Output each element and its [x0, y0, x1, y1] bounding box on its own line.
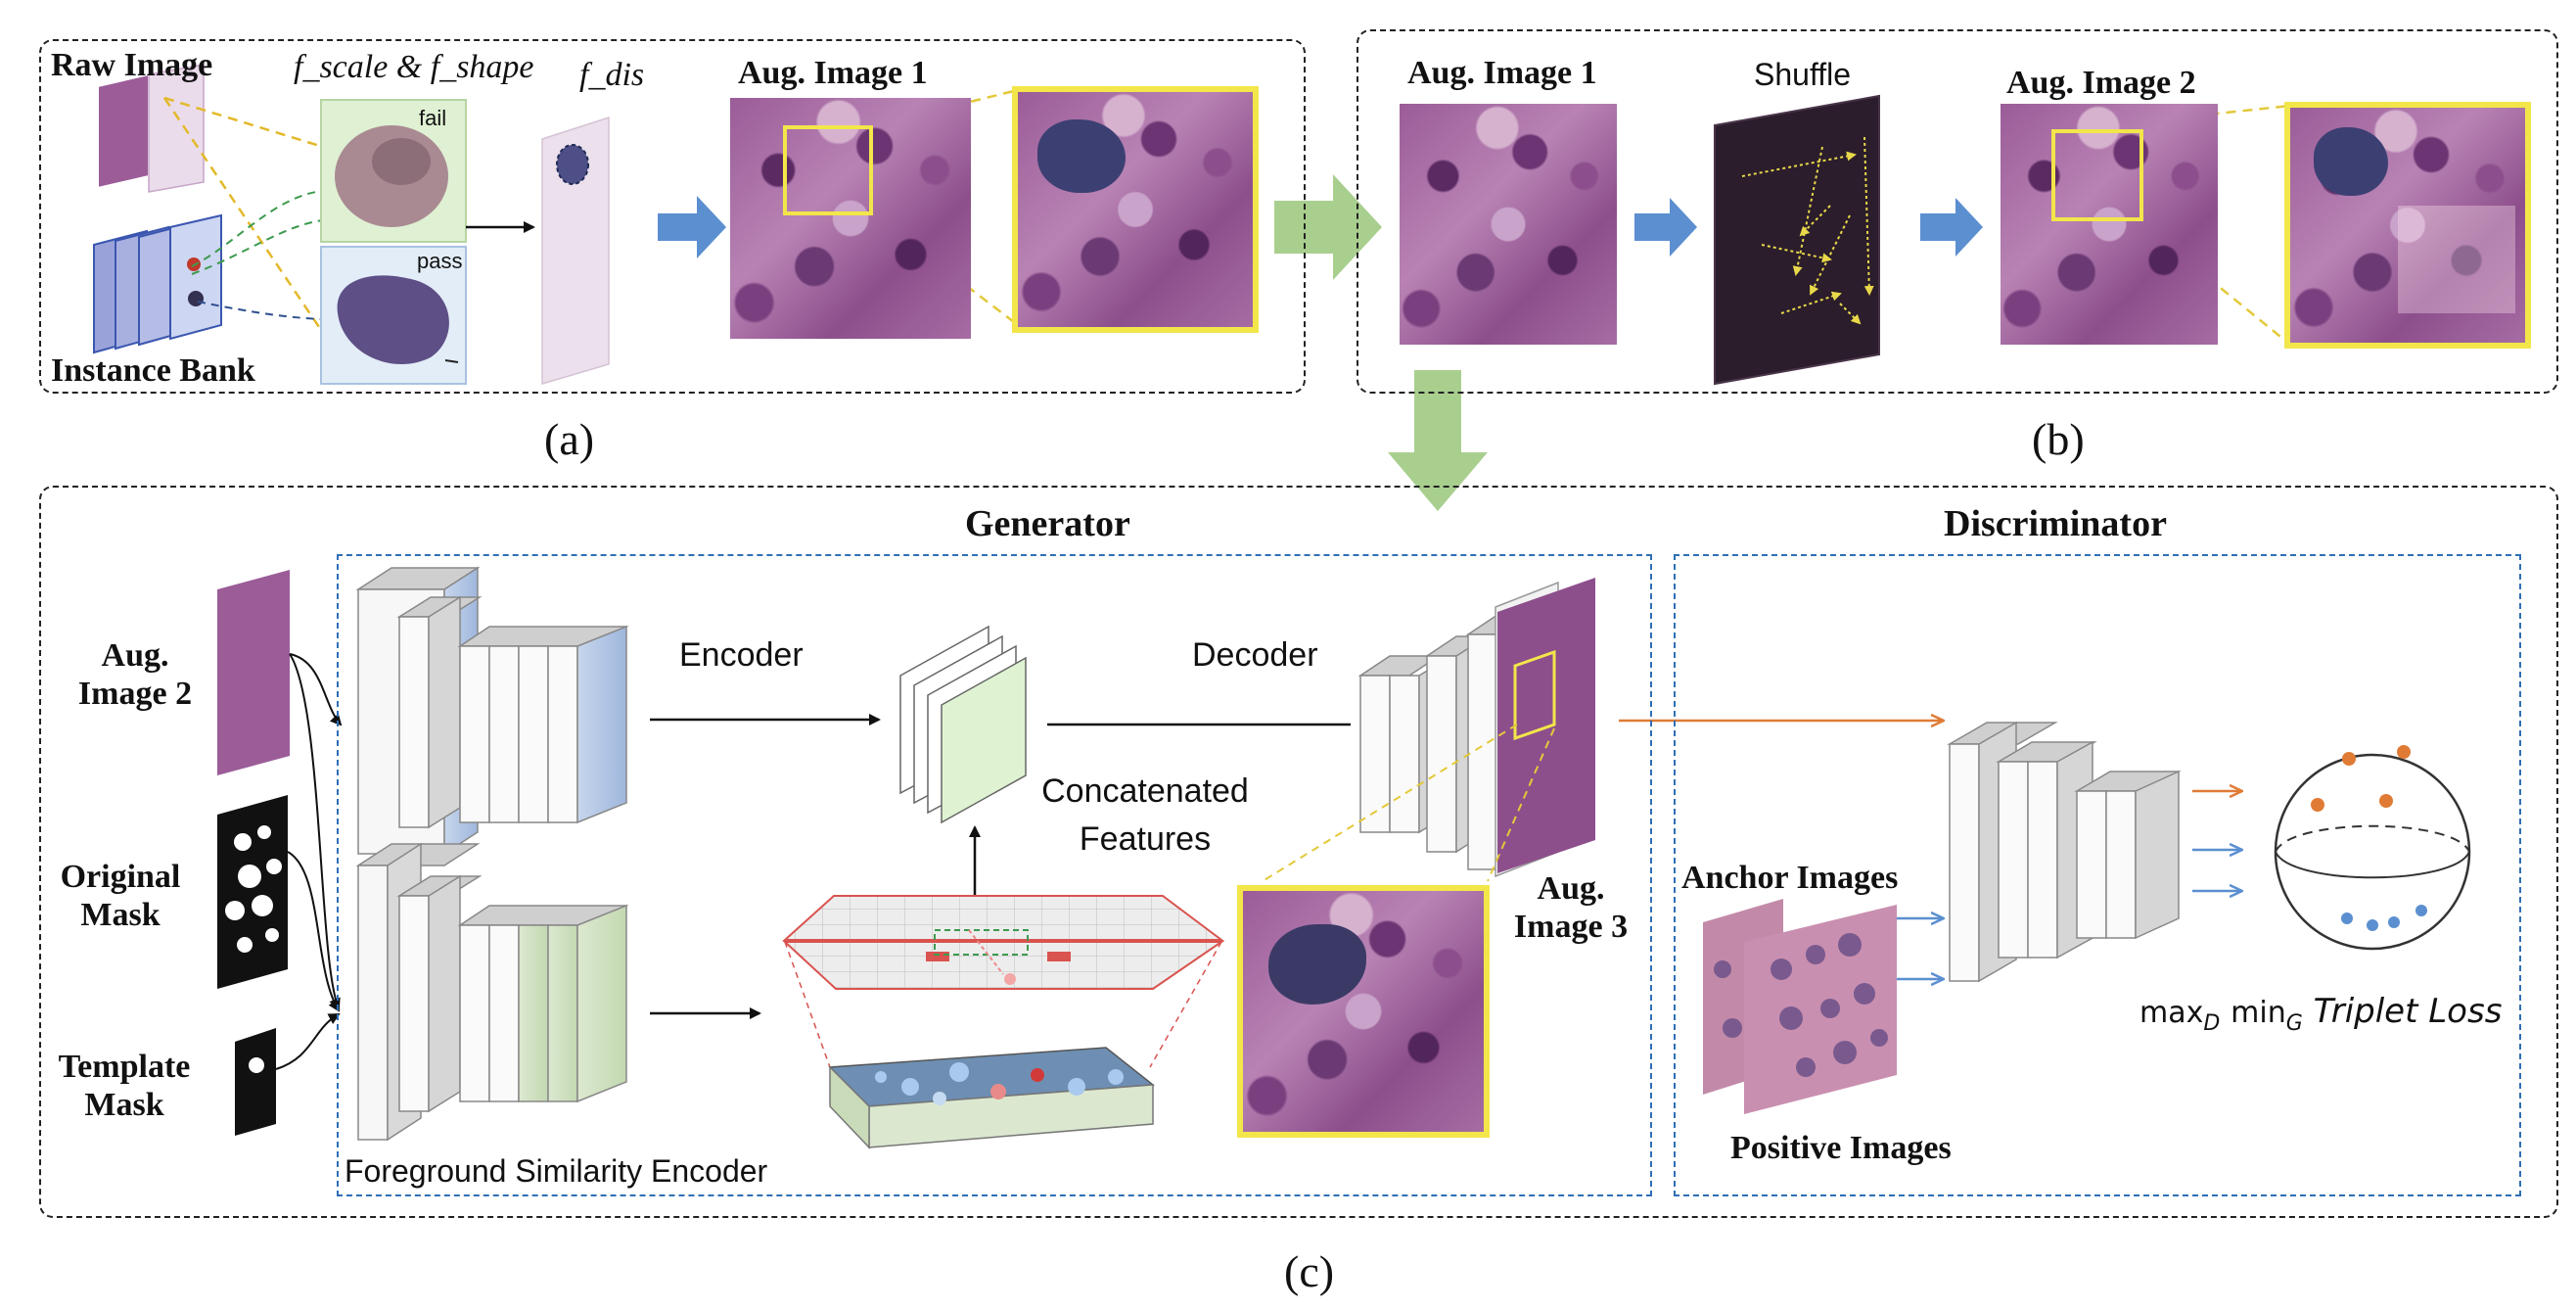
green-arrow-ab [1274, 174, 1382, 280]
caption-b: (b) [2032, 414, 2085, 464]
aug-image-1-label-a: Aug. Image 1 [738, 55, 928, 91]
input-original-mask [217, 795, 288, 989]
original-mask-label-text: Original Mask [60, 859, 181, 934]
loss-label: maxD minG Triplet Loss [2139, 995, 2502, 1035]
panel-b [1357, 29, 2558, 394]
blue-arrow-a [658, 196, 726, 258]
loss-max-sub: D [2203, 1010, 2221, 1036]
shuffle-image [1714, 94, 1880, 386]
encoder-label: Encoder [679, 636, 804, 674]
generator-box [337, 554, 1652, 1196]
aug-image-3-label-text: Aug. Image 3 [1513, 870, 1629, 946]
triplet-sphere [2274, 745, 2471, 951]
loss-max: max [2139, 996, 2204, 1030]
aug-image-3-stack [1495, 578, 1595, 878]
encoder-block [355, 566, 629, 856]
aug-image-2-label-c: Aug. Image 2 [57, 636, 213, 713]
caption-c: (c) [1284, 1246, 1335, 1296]
f-scale-shape-label: f_scale & f_shape [294, 51, 534, 84]
shuffle-label: Shuffle [1754, 57, 1852, 92]
f-scale-shape-text: f_scale & f_shape [294, 49, 534, 85]
loss-name: Triplet Loss [2313, 992, 2503, 1031]
foreground-encoder-block [355, 842, 629, 1142]
fail-label: fail [419, 106, 447, 130]
panel-a [39, 39, 1306, 394]
decoder-label: Decoder [1192, 636, 1318, 674]
f-dis-label: f_dis [579, 57, 645, 93]
aug-image-2-label-b: Aug. Image 2 [2006, 65, 2196, 101]
anchor-images-label: Anchor Images [1681, 860, 1899, 896]
aug-image-2-b [2001, 104, 2218, 345]
discriminator-box [1674, 554, 2521, 1196]
aug-image-1-a [730, 98, 971, 339]
template-mask-label-text: Template Mask [58, 1049, 191, 1124]
zoom-c [1237, 885, 1490, 1138]
instance-bank-label: Instance Bank [51, 352, 255, 389]
original-mask-label: Original Mask [39, 858, 202, 934]
raw-image-label: Raw Image [51, 47, 213, 83]
blue-arrow-b1 [1634, 198, 1697, 257]
concatenated-features-block [899, 625, 1027, 824]
panel-c [39, 486, 2558, 1218]
loss-min-sub: G [2285, 1010, 2303, 1036]
generator-title: Generator [965, 503, 1130, 544]
discriminator-title: Discriminator [1944, 503, 2167, 544]
green-arrow-bc [1388, 370, 1488, 511]
pass-label: pass [417, 249, 463, 273]
aug-image-1-b [1400, 104, 1617, 345]
discriminator-block [1947, 721, 2182, 983]
loss-min: min [2231, 996, 2286, 1030]
foreground-similarity-encoder-label: Foreground Similarity Encoder [345, 1153, 768, 1189]
caption-a: (a) [544, 414, 595, 464]
raw-image-stack [97, 64, 205, 193]
aug-image-2-label-c-text: Aug. Image 2 [77, 637, 193, 713]
f-dis-image [541, 116, 610, 386]
input-aug-image-2 [217, 570, 290, 775]
similarity-grid [782, 895, 1225, 1149]
anchor-positive-images [1703, 899, 1897, 1114]
aug-image-3-label: Aug. Image 3 [1497, 869, 1644, 946]
input-template-mask [235, 1028, 276, 1136]
concatenated-features-label: Concatenated Features [1028, 768, 1263, 865]
blue-arrow-b2 [1920, 198, 1983, 257]
aug-image-1-label-b: Aug. Image 1 [1407, 55, 1597, 91]
positive-images-label: Positive Images [1730, 1130, 1952, 1166]
concatenated-features-text: Concatenated Features [1041, 772, 1249, 859]
zoom-b [2284, 102, 2531, 349]
instance-bank-stack [93, 213, 222, 354]
template-mask-label: Template Mask [39, 1048, 209, 1124]
zoom-a [1012, 86, 1259, 333]
